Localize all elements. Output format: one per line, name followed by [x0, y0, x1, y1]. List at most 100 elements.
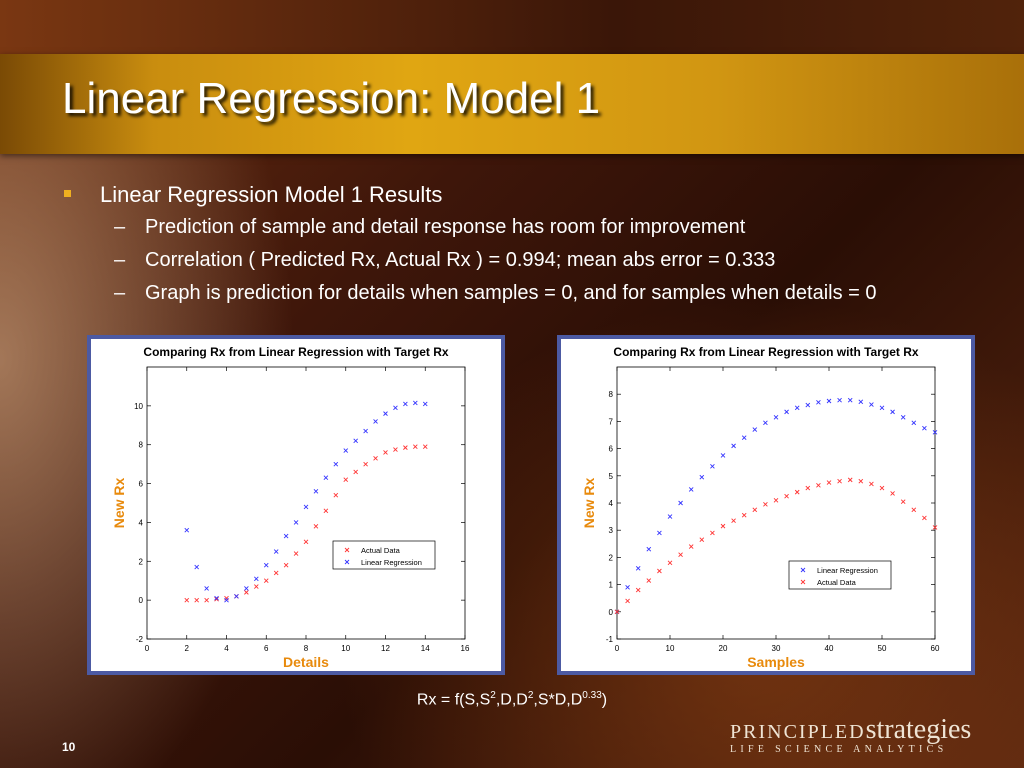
data-point-stroke	[922, 515, 927, 521]
logo-caps: PRINCIPLED	[730, 721, 866, 743]
data-point	[911, 420, 917, 426]
data-point-stroke	[932, 429, 938, 435]
data-point	[858, 478, 864, 484]
x-axis-label: Details	[283, 654, 329, 670]
data-point-stroke	[900, 499, 906, 504]
data-point	[667, 514, 673, 519]
y-tick-label: 1	[609, 581, 614, 590]
chart-title: Comparing Rx from Linear Regression with…	[143, 345, 448, 359]
data-point-stroke	[353, 469, 359, 475]
data-point-stroke	[313, 523, 319, 529]
data-point-stroke	[204, 597, 209, 603]
legend-marker	[344, 559, 350, 565]
data-point	[688, 487, 694, 492]
data-point-stroke	[646, 578, 652, 583]
data-point	[184, 527, 190, 533]
formula-sup: 2	[490, 690, 496, 701]
data-point-stroke	[731, 443, 736, 449]
x-tick-label: 0	[615, 644, 620, 653]
data-point	[393, 447, 398, 452]
data-point	[194, 597, 200, 603]
data-point	[333, 492, 339, 498]
data-point-stroke	[816, 483, 821, 488]
y-tick-label: 0	[139, 596, 144, 605]
data-point	[794, 405, 800, 411]
legend-marker	[344, 547, 350, 553]
data-point-stroke	[826, 398, 832, 404]
data-point-stroke	[363, 428, 368, 434]
formula-part: ,D,D	[495, 691, 528, 709]
data-point	[657, 568, 662, 574]
data-point-stroke	[263, 578, 269, 584]
square-bullet-icon	[64, 190, 71, 197]
formula-part: Rx = f(S,S	[416, 691, 491, 709]
data-point	[204, 586, 209, 591]
data-point-stroke	[224, 597, 229, 603]
data-point-stroke	[393, 447, 398, 452]
data-point	[784, 409, 789, 415]
data-point	[710, 530, 715, 536]
data-point	[752, 507, 758, 513]
x-tick-label: 16	[461, 644, 470, 653]
data-point	[412, 400, 418, 406]
data-point-stroke	[826, 480, 832, 485]
data-point	[805, 402, 811, 408]
data-point-stroke	[403, 401, 408, 407]
data-point	[244, 586, 249, 591]
dash-bullet: –	[114, 216, 126, 238]
data-point	[635, 565, 641, 571]
data-point	[343, 477, 349, 483]
data-point	[720, 523, 726, 529]
x-tick-label: 6	[264, 644, 269, 653]
data-point	[667, 560, 673, 566]
data-point	[363, 428, 368, 434]
data-point	[303, 504, 309, 510]
company-logo: PRINCIPLEDstrategies LIFE SCIENCE ANALYT…	[730, 714, 1000, 755]
data-point	[837, 478, 842, 484]
data-point-stroke	[816, 400, 821, 405]
data-point-stroke	[214, 595, 219, 601]
data-point-stroke	[194, 597, 200, 603]
data-point-stroke	[363, 461, 368, 467]
y-tick-label: 8	[609, 390, 614, 399]
data-point	[635, 587, 641, 593]
data-point-stroke	[688, 544, 694, 549]
data-point-stroke	[244, 586, 249, 591]
bullet-list: Linear Regression Model 1 Results – Pred…	[62, 182, 1002, 315]
data-point	[763, 502, 768, 507]
data-point	[763, 420, 768, 426]
data-point-stroke	[373, 455, 378, 461]
legend-box	[788, 560, 892, 590]
data-point	[293, 551, 299, 556]
data-point	[333, 461, 339, 467]
data-point-stroke	[794, 489, 800, 495]
y-tick-label: 7	[609, 417, 614, 426]
y-tick-label: 4	[609, 499, 614, 508]
data-point	[688, 544, 694, 549]
data-point-stroke	[283, 562, 289, 568]
data-point-stroke	[879, 485, 885, 491]
data-point	[363, 461, 368, 467]
data-point	[224, 595, 229, 601]
data-point-stroke	[422, 444, 428, 449]
y-tick-label: 10	[134, 402, 143, 411]
data-point	[678, 500, 683, 506]
data-point	[646, 546, 652, 552]
x-tick-label: 4	[224, 644, 229, 653]
data-point-stroke	[731, 518, 736, 523]
data-point	[383, 411, 388, 416]
formula-part: ,S*D,D	[533, 691, 583, 709]
samples-chart: Comparing Rx from Linear Regression with…	[557, 335, 975, 675]
legend-entry: Linear Regression	[361, 558, 422, 567]
data-point	[393, 405, 398, 411]
data-point-stroke	[635, 587, 641, 593]
dash-bullet: –	[114, 282, 126, 304]
y-tick-label: 6	[609, 445, 614, 454]
subbullet-3: – Graph is prediction for details when s…	[62, 282, 1002, 305]
data-point-stroke	[667, 514, 673, 519]
data-point	[313, 523, 319, 529]
data-point	[900, 415, 906, 420]
title-band	[0, 54, 1024, 154]
data-point-stroke	[625, 585, 630, 590]
data-point	[224, 597, 229, 603]
